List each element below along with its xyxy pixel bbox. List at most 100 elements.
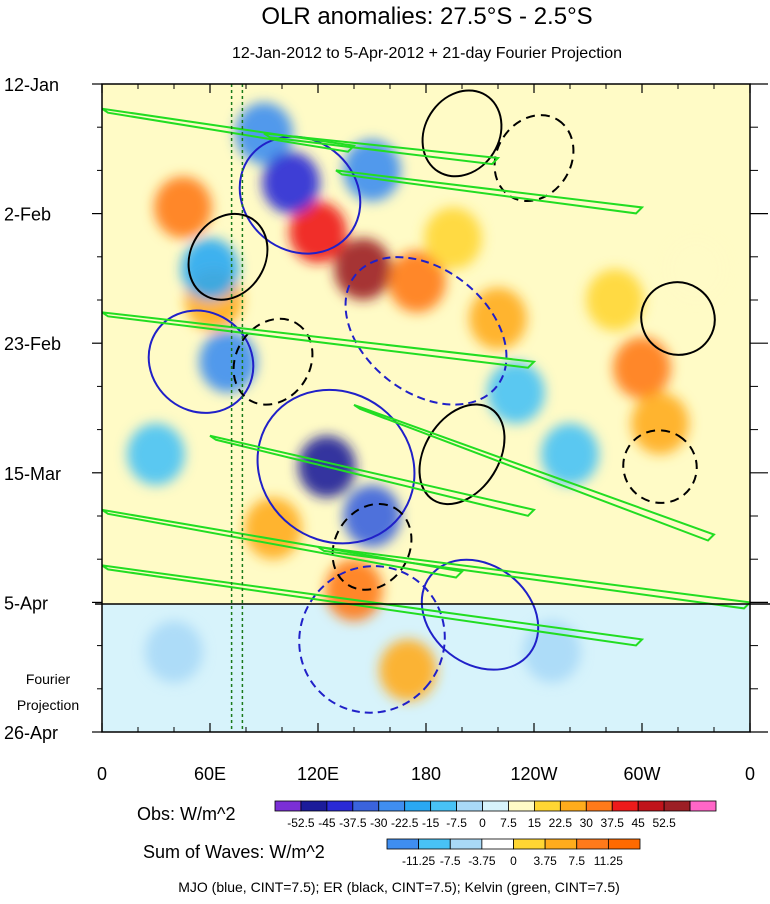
- waves-colorbar-level-0: -11.25: [402, 854, 435, 868]
- waves-colorbar-level-4: 3.75: [533, 854, 557, 868]
- waves-colorbar-swatch-7: [607, 838, 641, 850]
- kelvin-contour-4: [353, 403, 716, 542]
- er-contour-0: [187, 212, 269, 301]
- er-contour-4: [640, 281, 716, 356]
- obs-anomaly-blob-0: [154, 176, 212, 239]
- obs-anomaly-blob-15: [262, 151, 320, 214]
- waves-colorbar: -11.25 -7.5 -3.75 0 3.75 7.5 11.25: [386, 838, 641, 868]
- obs-colorbar-swatch-9: [508, 800, 535, 812]
- obs-anomaly-blob-21: [127, 423, 185, 486]
- x-tick-label-0: 0: [97, 764, 107, 784]
- kelvin-contour-3: [102, 311, 537, 369]
- obs-colorbar-level-14: 52.5: [652, 816, 676, 830]
- obs-colorbar-swatch-15: [663, 800, 691, 812]
- obs-colorbar-swatch-11: [559, 800, 587, 812]
- obs-colorbar-swatch-1: [300, 800, 328, 812]
- mjo-contour-1: [256, 388, 416, 545]
- obs-colorbar-swatch-0: [274, 800, 302, 812]
- obs-colorbar-swatch-8: [482, 800, 509, 812]
- obs-anomaly-blob-8: [244, 497, 302, 560]
- obs-colorbar-level-5: -15: [422, 816, 440, 830]
- obs-anomaly-blob-22: [487, 361, 545, 424]
- obs-colorbar-swatch-10: [534, 800, 561, 812]
- obs-anomaly-blob-24: [145, 620, 203, 683]
- waves-colorbar-swatch-0: [386, 838, 420, 850]
- obs-colorbar-label: Obs: W/m^2: [137, 804, 235, 824]
- obs-anomaly-blob-12: [586, 269, 644, 331]
- obs-colorbar-level-2: -37.5: [339, 816, 367, 830]
- obs-colorbar-level-9: 15: [528, 816, 542, 830]
- kelvin-contour-2: [335, 169, 645, 215]
- er-contour-3: [331, 502, 413, 591]
- obs-anomaly-blob-20: [343, 485, 401, 547]
- waves-colorbar-swatch-6: [576, 838, 609, 850]
- kelvin-contour-6: [102, 508, 465, 579]
- obs-colorbar-swatch-13: [611, 800, 639, 812]
- kelvin-contour-7: [317, 545, 750, 610]
- plot-area: [102, 84, 750, 732]
- waves-colorbar-swatch-3: [481, 838, 514, 850]
- obs-colorbar: -52.5 -45 -37.5 -30 -22.5 -15 -7.5 0 7.5 15 22.5 30…: [274, 800, 717, 830]
- obs-colorbar-level-7: 0: [479, 816, 486, 830]
- y-tick-label-1: 2-Feb: [4, 205, 51, 225]
- obs-anomaly-blob-18: [199, 330, 257, 393]
- obs-anomaly-blob-5: [469, 287, 527, 350]
- er-contour-5: [622, 429, 698, 504]
- contour-legend: MJO (blue, CINT=7.5); ER (black, CINT=7.…: [178, 879, 620, 895]
- obs-colorbar-level-6: -7.5: [446, 816, 467, 830]
- waves-colorbar-level-5: 7.5: [568, 854, 585, 868]
- chart-subtitle: 12-Jan-2012 to 5-Apr-2012 + 21-day Fouri…: [232, 45, 622, 62]
- x-tick-label-3: 180: [411, 764, 441, 784]
- mjo-contour-4: [298, 565, 446, 714]
- obs-colorbar-swatch-16: [689, 800, 717, 812]
- obs-colorbar-swatch-14: [637, 800, 665, 812]
- obs-colorbar-swatch-12: [585, 800, 613, 812]
- y-tick-label-0: 12-Jan: [4, 75, 59, 95]
- reference-lines: [230, 84, 244, 732]
- obs-colorbar-level-1: -45: [318, 816, 336, 830]
- obs-colorbar-level-11: 30: [580, 816, 594, 830]
- y-tick-label-2: 23-Feb: [4, 334, 61, 354]
- kelvin-contour-5: [209, 434, 536, 517]
- obs-colorbar-level-3: -30: [370, 816, 388, 830]
- obs-colorbar-level-8: 7.5: [500, 816, 517, 830]
- obs-anomaly-blob-7: [631, 392, 689, 455]
- x-tick-label-1: 60E: [194, 764, 226, 784]
- kelvin-contour-8: [102, 564, 645, 647]
- projection-label-line2: Projection: [17, 697, 79, 713]
- obs-anomaly-blob-23: [541, 423, 599, 486]
- projection-label-line1: Fourier: [26, 671, 71, 687]
- x-tick-label-2: 120E: [297, 764, 339, 784]
- obs-anomaly-blob-11: [424, 207, 482, 270]
- obs-anomaly-blob-6: [613, 337, 671, 399]
- y-tick-label-4: 5-Apr: [4, 593, 48, 613]
- kelvin-contour-layer: [102, 107, 750, 647]
- mjo-contour-3: [344, 256, 508, 406]
- er-contour-7: [421, 89, 503, 178]
- obs-anomaly-blob-17: [181, 238, 239, 300]
- axes: 0 60E 120E 180 120W 60W 0 12-Jan 2-Feb 23-Feb 15-M…: [4, 75, 768, 784]
- obs-colorbar-swatch-6: [430, 800, 457, 812]
- x-tick-label-4: 120W: [510, 764, 557, 784]
- obs-anomaly-blob-10: [379, 639, 437, 702]
- obs-anomaly-blob-4: [388, 250, 446, 313]
- x-tick-label-6: 0: [745, 764, 755, 784]
- y-tick-label-3: 15-Mar: [4, 464, 61, 484]
- waves-colorbar-swatch-2: [449, 838, 483, 850]
- waves-colorbar-level-2: -3.75: [468, 854, 496, 868]
- waves-colorbar-label: Sum of Waves: W/m^2: [143, 842, 325, 862]
- obs-colorbar-swatch-7: [456, 800, 483, 812]
- waves-colorbar-swatch-4: [513, 838, 546, 850]
- obs-colorbar-level-4: -22.5: [391, 816, 419, 830]
- obs-colorbar-swatch-4: [378, 800, 406, 812]
- obs-colorbar-level-10: 22.5: [549, 816, 573, 830]
- obs-colorbar-swatch-5: [404, 800, 432, 812]
- waves-colorbar-swatch-5: [544, 838, 578, 850]
- kelvin-contour-1: [263, 132, 501, 166]
- y-tick-label-5: 26-Apr: [4, 723, 58, 743]
- obs-colorbar-level-12: 37.5: [601, 816, 625, 830]
- obs-colorbar-level-13: 45: [631, 816, 645, 830]
- waves-colorbar-swatch-1: [418, 838, 451, 850]
